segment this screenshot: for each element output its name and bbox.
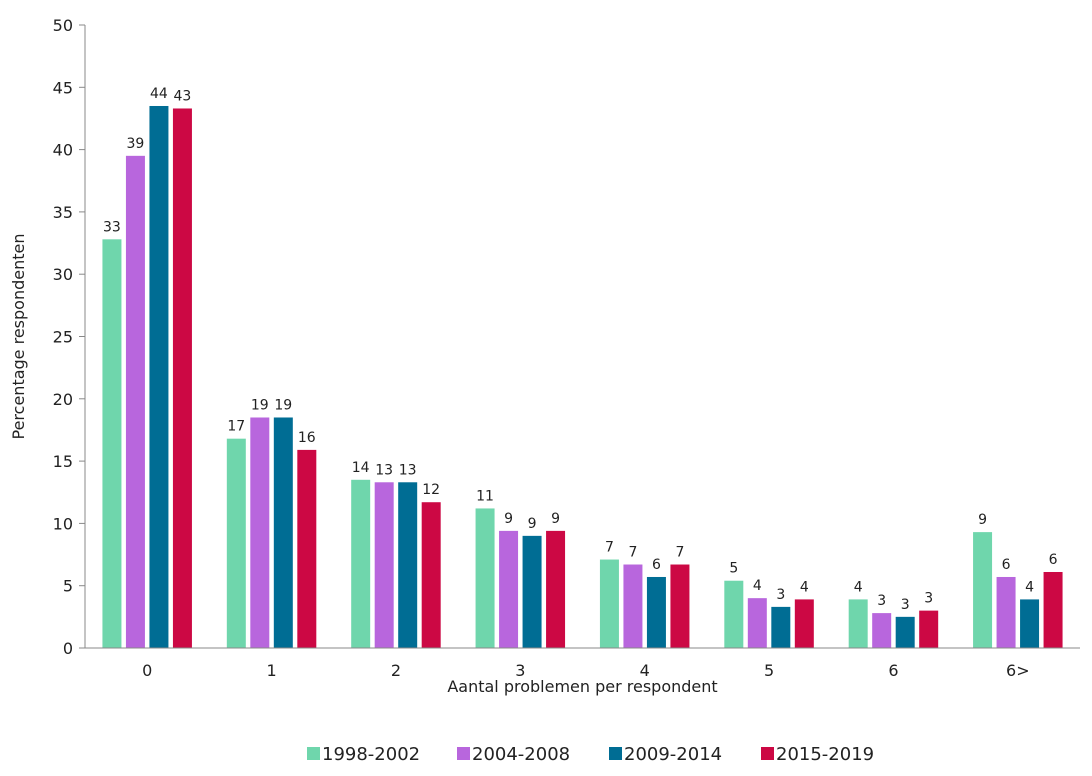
x-axis-title: Aantal problemen per respondent <box>447 677 717 696</box>
bar <box>623 564 643 648</box>
bar <box>1020 599 1040 648</box>
y-tick-label: 50 <box>53 16 73 35</box>
x-tick-label: 2 <box>391 661 401 680</box>
bar-data-label: 19 <box>251 397 269 413</box>
y-tick-label: 20 <box>53 390 73 409</box>
bar-data-label: 3 <box>776 587 785 603</box>
bar <box>250 417 270 648</box>
bar-data-label: 4 <box>854 579 863 595</box>
bar <box>499 530 519 648</box>
bar <box>872 613 892 648</box>
y-axis-ticks: 0 5 10 15 20 25 30 35 40 45 50 <box>53 16 85 658</box>
y-tick-label: 40 <box>53 141 73 160</box>
legend-label: 2015-2019 <box>776 744 874 765</box>
bar <box>421 502 441 648</box>
bar-data-label: 6 <box>652 557 661 573</box>
bar <box>374 482 394 648</box>
x-tick-label: 1 <box>266 661 276 680</box>
bar-data-label: 9 <box>978 512 987 528</box>
bar <box>546 530 566 648</box>
bar <box>125 155 145 648</box>
bar-data-label: 4 <box>753 578 762 594</box>
bar-data-label: 13 <box>399 462 417 478</box>
bar <box>102 239 122 648</box>
bar-data-label: 7 <box>628 545 637 561</box>
y-axis-title: Percentage respondenten <box>9 234 28 440</box>
bar-data-label: 6 <box>1049 552 1058 568</box>
bar <box>475 508 495 648</box>
bar <box>670 564 690 648</box>
bar-data-label: 19 <box>274 397 292 413</box>
bar-data-label: 3 <box>901 597 910 613</box>
bar <box>297 449 317 648</box>
bar-data-label: 5 <box>729 561 738 577</box>
bar <box>599 559 619 648</box>
bar-data-label: 9 <box>504 511 513 527</box>
legend-label: 2009-2014 <box>624 744 722 765</box>
y-tick-label: 10 <box>53 514 73 533</box>
bar <box>1043 571 1063 648</box>
bar-data-label: 9 <box>528 516 537 532</box>
bar <box>895 616 915 648</box>
legend-swatch <box>307 747 320 760</box>
bar <box>226 438 246 648</box>
bar <box>848 599 868 648</box>
bar <box>172 108 192 649</box>
bar-data-label: 14 <box>352 460 370 476</box>
legend-swatch <box>761 747 774 760</box>
legend-swatch <box>457 747 470 760</box>
bar <box>919 610 939 648</box>
y-tick-label: 35 <box>53 203 73 222</box>
bar-data-label: 17 <box>227 419 245 435</box>
bar-data-label: 39 <box>127 136 145 152</box>
bar-data-label: 3 <box>924 591 933 607</box>
y-tick-label: 45 <box>53 78 73 97</box>
bar-data-label: 13 <box>375 462 393 478</box>
x-tick-label: 0 <box>142 661 152 680</box>
x-tick-label: 5 <box>764 661 774 680</box>
bar-data-label: 4 <box>1025 579 1034 595</box>
bar <box>724 580 744 648</box>
bar <box>149 105 169 649</box>
bar-data-label: 6 <box>1002 557 1011 573</box>
bar-data-label: 3 <box>877 593 886 609</box>
bar-data-label: 33 <box>103 219 121 235</box>
bar <box>398 482 418 648</box>
bar-data-label: 12 <box>422 482 440 498</box>
legend-label: 1998-2002 <box>322 744 420 765</box>
bar <box>794 599 814 648</box>
bar-data-label: 44 <box>150 86 168 102</box>
bar-data-label: 43 <box>174 88 192 104</box>
y-tick-label: 30 <box>53 265 73 284</box>
bar <box>973 532 993 648</box>
bar-data-label: 11 <box>476 488 494 504</box>
bar-data-label: 16 <box>298 430 316 446</box>
bar <box>771 606 791 648</box>
x-tick-label: 6> <box>1006 661 1030 680</box>
bar <box>522 535 542 648</box>
bar <box>996 576 1016 648</box>
x-tick-label: 6 <box>888 661 898 680</box>
y-tick-label: 25 <box>53 328 73 347</box>
bar <box>646 576 666 648</box>
bar-data-label: 9 <box>551 511 560 527</box>
x-tick-label: 3 <box>515 661 525 680</box>
bar-data-label: 7 <box>675 545 684 561</box>
y-tick-label: 0 <box>63 639 73 658</box>
y-tick-label: 5 <box>63 577 73 596</box>
x-axis-ticks: 0 1 2 3 4 5 6 6> <box>142 661 1030 680</box>
bar-data-label: 7 <box>605 540 614 556</box>
legend-swatch <box>609 747 622 760</box>
bar <box>351 479 371 648</box>
bar <box>273 417 293 648</box>
bar <box>747 598 767 648</box>
y-tick-label: 15 <box>53 452 73 471</box>
bar-data-label: 4 <box>800 579 809 595</box>
x-tick-label: 4 <box>640 661 650 680</box>
legend-label: 2004-2008 <box>472 744 570 765</box>
legend: 1998-2002 2004-2008 2009-2014 2015-2019 <box>307 744 874 765</box>
bars-layer <box>102 105 1063 649</box>
